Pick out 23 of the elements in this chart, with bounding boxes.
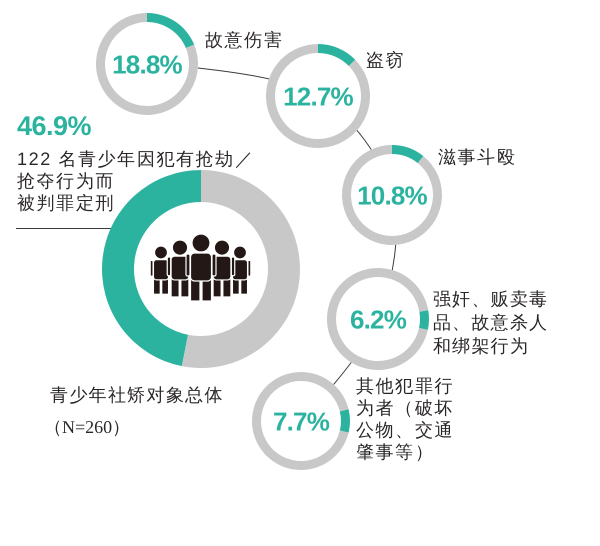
slice-label: 强奸、贩卖毒品、故意杀人和绑架行为 bbox=[433, 289, 548, 356]
donut-slice bbox=[252, 372, 349, 470]
slice-label: 故意伤害 bbox=[205, 30, 284, 50]
donut-slice bbox=[340, 409, 350, 433]
slice-label: 盗窃 bbox=[366, 50, 406, 70]
data-label: 18.8% bbox=[112, 50, 183, 80]
donut-slice bbox=[318, 44, 356, 66]
data-label: 6.2% bbox=[350, 304, 407, 334]
donut-slice bbox=[96, 13, 198, 115]
data-label: 12.7% bbox=[283, 82, 354, 112]
slice-label: 其他犯罪行为者（破坏公物、交通肇事等） bbox=[356, 376, 454, 462]
slice-label: 122 名青少年因犯有抢劫／抢夺行为而被判罪定刑 bbox=[17, 149, 254, 213]
slice-label: 滋事斗殴 bbox=[438, 147, 516, 167]
data-label: 10.8% bbox=[357, 180, 428, 210]
text: 青少年社矫对象总体 bbox=[50, 385, 224, 405]
donut-slice bbox=[182, 170, 300, 368]
donut-slice bbox=[327, 268, 428, 370]
donut-slice bbox=[147, 13, 194, 48]
text: （N=260） bbox=[44, 417, 130, 437]
donut-slice bbox=[419, 310, 429, 330]
data-label: 7.7% bbox=[272, 406, 330, 436]
donut-slice bbox=[392, 145, 424, 164]
data-label: 46.9% bbox=[17, 111, 92, 141]
